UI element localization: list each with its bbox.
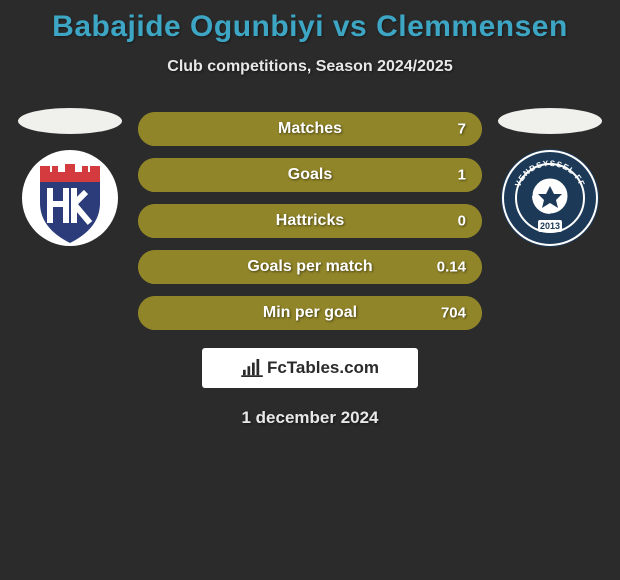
stat-label: Min per goal (263, 304, 357, 322)
stat-label: Goals per match (247, 258, 372, 276)
stat-bar-goals-per-match: Goals per match 0.14 (138, 250, 482, 284)
stat-value-right: 0.14 (437, 259, 466, 276)
svg-text:2013: 2013 (540, 221, 560, 231)
right-club-column: VENDSYSSEL FF 2013 (498, 108, 602, 248)
stat-label: Hattricks (276, 212, 344, 230)
stat-value-right: 1 (458, 167, 466, 184)
stat-value-right: 7 (458, 121, 466, 138)
stat-value-right: 704 (441, 305, 466, 322)
stats-column: Matches 7 Goals 1 Hattricks 0 Goals per … (138, 108, 482, 330)
stat-label: Matches (278, 120, 342, 138)
left-ellipse (18, 108, 122, 134)
left-club-column (18, 108, 122, 248)
stat-bar-goals: Goals 1 (138, 158, 482, 192)
brand-box: FcTables.com (202, 348, 418, 388)
brand-text: FcTables.com (267, 358, 379, 378)
bar-chart-icon (241, 359, 263, 377)
hobro-badge-icon (20, 148, 120, 248)
stat-value-right: 0 (458, 213, 466, 230)
stat-label: Goals (288, 166, 332, 184)
stat-bar-hattricks: Hattricks 0 (138, 204, 482, 238)
right-club-logo: VENDSYSSEL FF 2013 (500, 148, 600, 248)
main-row: Matches 7 Goals 1 Hattricks 0 Goals per … (8, 108, 612, 330)
stat-bar-matches: Matches 7 (138, 112, 482, 146)
vendsyssel-badge-icon: VENDSYSSEL FF 2013 (500, 148, 600, 248)
comparison-subtitle: Club competitions, Season 2024/2025 (8, 58, 612, 76)
left-club-logo (20, 148, 120, 248)
stat-bar-min-per-goal: Min per goal 704 (138, 296, 482, 330)
date-line: 1 december 2024 (8, 408, 612, 428)
right-ellipse (498, 108, 602, 134)
comparison-title: Babajide Ogunbiyi vs Clemmensen (8, 10, 612, 44)
